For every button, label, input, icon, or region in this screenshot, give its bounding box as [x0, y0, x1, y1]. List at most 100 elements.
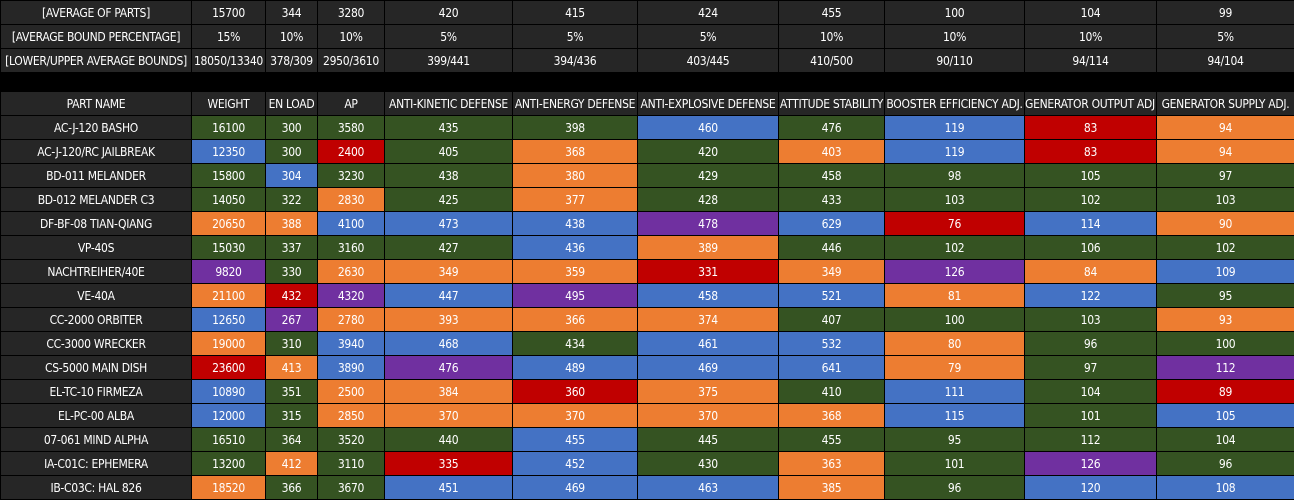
summary-cell: 424	[638, 1, 779, 25]
summary-label: [LOWER/UPPER AVERAGE BOUNDS]	[1, 49, 192, 73]
summary-cell: 378/309	[266, 49, 318, 73]
stat-cell: 98	[885, 164, 1025, 188]
column-header: BOOSTER EFFICIENCY ADJ.	[885, 92, 1025, 116]
summary-row: [AVERAGE BOUND PERCENTAGE]15%10%10%5%5%5…	[1, 25, 1294, 49]
stat-cell: 469	[513, 476, 638, 500]
stat-cell: 425	[385, 188, 513, 212]
stat-cell: 532	[779, 332, 885, 356]
summary-cell: 410/500	[779, 49, 885, 73]
stat-cell: 351	[266, 380, 318, 404]
stat-cell: 405	[385, 140, 513, 164]
stat-cell: 458	[779, 164, 885, 188]
summary-label: [AVERAGE BOUND PERCENTAGE]	[1, 25, 192, 49]
stat-cell: 430	[638, 452, 779, 476]
stat-cell: 438	[385, 164, 513, 188]
stat-cell: 3520	[318, 428, 385, 452]
stat-cell: 304	[266, 164, 318, 188]
stat-cell: 364	[266, 428, 318, 452]
column-header: EN LOAD	[266, 92, 318, 116]
summary-cell: 394/436	[513, 49, 638, 73]
stat-cell: 403	[779, 140, 885, 164]
part-name-cell: 07-061 MIND ALPHA	[1, 428, 192, 452]
stat-cell: 106	[1025, 236, 1157, 260]
stat-cell: 3890	[318, 356, 385, 380]
stat-cell: 300	[266, 116, 318, 140]
stat-cell: 359	[513, 260, 638, 284]
summary-cell: 104	[1025, 1, 1157, 25]
stat-cell: 79	[885, 356, 1025, 380]
summary-cell: 10%	[318, 25, 385, 49]
stat-cell: 12000	[192, 404, 266, 428]
stat-cell: 629	[779, 212, 885, 236]
column-header: AP	[318, 92, 385, 116]
stat-cell: 95	[1157, 284, 1294, 308]
stat-cell: 2500	[318, 380, 385, 404]
stat-cell: 76	[885, 212, 1025, 236]
stat-cell: 389	[638, 236, 779, 260]
summary-cell: 5%	[638, 25, 779, 49]
stat-cell: 96	[885, 476, 1025, 500]
section-separator	[0, 73, 1294, 91]
stat-cell: 3580	[318, 116, 385, 140]
stat-cell: 96	[1157, 452, 1294, 476]
stat-cell: 420	[638, 140, 779, 164]
summary-cell: 455	[779, 1, 885, 25]
stat-cell: 19000	[192, 332, 266, 356]
stat-cell: 104	[1157, 428, 1294, 452]
summary-cell: 18050/13340	[192, 49, 266, 73]
column-header: ANTI-KINETIC DEFENSE	[385, 92, 513, 116]
stat-cell: 2850	[318, 404, 385, 428]
stat-cell: 434	[513, 332, 638, 356]
stat-cell: 109	[1157, 260, 1294, 284]
part-name-cell: CC-3000 WRECKER	[1, 332, 192, 356]
stat-cell: 90	[1157, 212, 1294, 236]
summary-cell: 100	[885, 1, 1025, 25]
stat-cell: 103	[1025, 308, 1157, 332]
stat-cell: 446	[779, 236, 885, 260]
stat-cell: 3110	[318, 452, 385, 476]
stat-cell: 447	[385, 284, 513, 308]
stat-cell: 3230	[318, 164, 385, 188]
stat-cell: 455	[513, 428, 638, 452]
part-name-cell: CC-2000 ORBITER	[1, 308, 192, 332]
stat-cell: 310	[266, 332, 318, 356]
stat-cell: 455	[779, 428, 885, 452]
summary-cell: 3280	[318, 1, 385, 25]
part-name-cell: VE-40A	[1, 284, 192, 308]
stat-cell: 4320	[318, 284, 385, 308]
stat-cell: 12650	[192, 308, 266, 332]
stat-cell: 360	[513, 380, 638, 404]
stat-cell: 433	[779, 188, 885, 212]
stat-cell: 18520	[192, 476, 266, 500]
stat-cell: 97	[1157, 164, 1294, 188]
stat-cell: 452	[513, 452, 638, 476]
stat-cell: 3160	[318, 236, 385, 260]
column-header: WEIGHT	[192, 92, 266, 116]
part-name-cell: AC-J-120/RC JAILBREAK	[1, 140, 192, 164]
stat-cell: 349	[779, 260, 885, 284]
stat-cell: 349	[385, 260, 513, 284]
stat-cell: 83	[1025, 140, 1157, 164]
part-name-cell: CS-5000 MAIN DISH	[1, 356, 192, 380]
stat-cell: 476	[385, 356, 513, 380]
stat-cell: 315	[266, 404, 318, 428]
stat-cell: 322	[266, 188, 318, 212]
stat-cell: 521	[779, 284, 885, 308]
stat-cell: 20650	[192, 212, 266, 236]
stat-cell: 436	[513, 236, 638, 260]
summary-cell: 10%	[885, 25, 1025, 49]
stat-cell: 331	[638, 260, 779, 284]
stat-cell: 432	[266, 284, 318, 308]
column-header: GENERATOR SUPPLY ADJ.	[1157, 92, 1294, 116]
stat-cell: 438	[513, 212, 638, 236]
stat-cell: 97	[1025, 356, 1157, 380]
stat-cell: 112	[1025, 428, 1157, 452]
stat-cell: 458	[638, 284, 779, 308]
summary-cell: 344	[266, 1, 318, 25]
part-name-cell: IA-C01C: EPHEMERA	[1, 452, 192, 476]
stat-cell: 104	[1025, 380, 1157, 404]
